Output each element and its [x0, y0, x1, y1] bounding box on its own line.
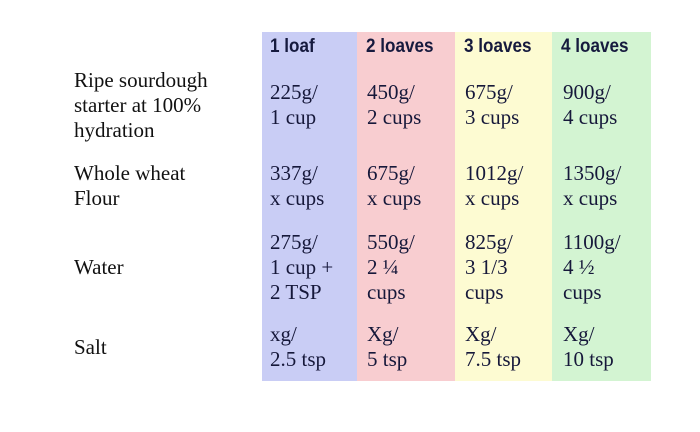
row-label-salt: Salt: [74, 335, 107, 360]
cell-line: 825g/: [465, 230, 513, 254]
cell-line: cups: [465, 280, 504, 304]
cell-line: 1012g/: [465, 161, 524, 185]
cell-line: Xg/: [465, 322, 497, 346]
cell-line: x cups: [563, 186, 618, 210]
cell-water-3-loaves: 825g/ 3 1/3 cups: [465, 230, 513, 305]
cell-water-1-loaf: 275g/ 1 cup + 2 TSP: [270, 230, 333, 305]
column-3-background: [455, 32, 552, 381]
column-4-background: [552, 32, 651, 381]
cell-line: x cups: [270, 186, 325, 210]
column-header-1-loaf: 1 loaf: [270, 36, 315, 57]
cell-flour-4-loaves: 1350g/ x cups: [563, 161, 621, 211]
cell-line: x cups: [465, 186, 520, 210]
row-label-line: Salt: [74, 335, 107, 359]
cell-line: 3 1/3: [465, 255, 508, 279]
cell-line: Xg/: [563, 322, 595, 346]
cell-line: 275g/: [270, 230, 318, 254]
cell-line: cups: [367, 280, 406, 304]
cell-line: 550g/: [367, 230, 415, 254]
cell-line: 675g/: [367, 161, 415, 185]
cell-line: 10 tsp: [563, 347, 614, 371]
cell-water-4-loaves: 1100g/ 4 ½ cups: [563, 230, 621, 305]
row-label-line: Flour: [74, 186, 120, 210]
cell-line: 900g/: [563, 80, 611, 104]
cell-line: 2 ¼: [367, 255, 399, 279]
column-2-background: [357, 32, 455, 381]
cell-line: cups: [563, 280, 602, 304]
column-header-2-loaves: 2 loaves: [366, 36, 434, 57]
cell-salt-3-loaves: Xg/ 7.5 tsp: [465, 322, 521, 372]
cell-line: 1 cup: [270, 105, 317, 129]
cell-line: 225g/: [270, 80, 318, 104]
row-label-line: Whole wheat: [74, 161, 186, 185]
cell-salt-4-loaves: Xg/ 10 tsp: [563, 322, 614, 372]
cell-starter-4-loaves: 900g/ 4 cups: [563, 80, 617, 130]
cell-line: 2 cups: [367, 105, 422, 129]
cell-salt-1-loaf: xg/ 2.5 tsp: [270, 322, 326, 372]
cell-line: 1100g/: [563, 230, 621, 254]
cell-flour-3-loaves: 1012g/ x cups: [465, 161, 523, 211]
cell-line: 5 tsp: [367, 347, 408, 371]
row-label-line: starter at 100%: [74, 93, 202, 117]
cell-line: 2 TSP: [270, 280, 322, 304]
row-label-line: Water: [74, 255, 124, 279]
cell-line: 675g/: [465, 80, 513, 104]
cell-line: 2.5 tsp: [270, 347, 327, 371]
cell-flour-2-loaves: 675g/ x cups: [367, 161, 421, 211]
cell-salt-2-loaves: Xg/ 5 tsp: [367, 322, 407, 372]
cell-starter-2-loaves: 450g/ 2 cups: [367, 80, 421, 130]
cell-starter-1-loaf: 225g/ 1 cup: [270, 80, 318, 130]
cell-line: 1350g/: [563, 161, 622, 185]
cell-line: 3 cups: [465, 105, 520, 129]
row-label-flour: Whole wheat Flour: [74, 161, 185, 211]
cell-line: 4 ½: [563, 255, 595, 279]
cell-line: Xg/: [367, 322, 399, 346]
cell-line: x cups: [367, 186, 422, 210]
column-1-background: [262, 32, 357, 381]
column-header-3-loaves: 3 loaves: [464, 36, 532, 57]
cell-line: xg/: [270, 322, 297, 346]
row-label-line: hydration: [74, 118, 155, 142]
cell-line: 337g/: [270, 161, 318, 185]
cell-line: 7.5 tsp: [465, 347, 522, 371]
cell-line: 1 cup +: [270, 255, 334, 279]
row-label-starter: Ripe sourdough starter at 100% hydration: [74, 68, 208, 143]
cell-line: 450g/: [367, 80, 415, 104]
cell-line: 4 cups: [563, 105, 618, 129]
cell-flour-1-loaf: 337g/ x cups: [270, 161, 324, 211]
row-label-line: Ripe sourdough: [74, 68, 208, 92]
row-label-water: Water: [74, 255, 124, 280]
cell-starter-3-loaves: 675g/ 3 cups: [465, 80, 519, 130]
column-header-4-loaves: 4 loaves: [561, 36, 629, 57]
cell-water-2-loaves: 550g/ 2 ¼ cups: [367, 230, 415, 305]
